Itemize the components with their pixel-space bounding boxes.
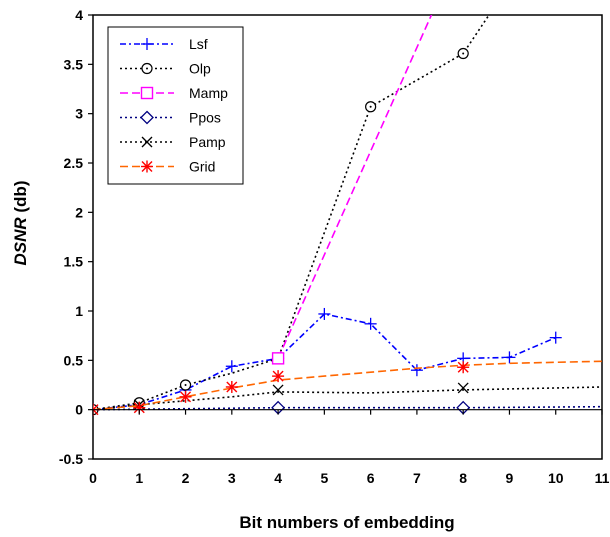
x-tick-label: 3	[228, 470, 236, 486]
legend-marker-olp-dot	[146, 67, 148, 70]
legend-marker-ppos	[140, 110, 154, 125]
legend-marker-lsf	[141, 38, 153, 50]
y-tick-label: 4	[75, 7, 83, 23]
marker-olp	[457, 47, 469, 60]
x-tick-label: 1	[135, 470, 143, 486]
x-tick-label: 9	[506, 470, 514, 486]
x-tick-label: 4	[274, 470, 282, 486]
y-tick-label: 0	[75, 402, 83, 418]
marker-pamp-b	[457, 382, 469, 394]
legend-marker-mamp-box	[140, 86, 154, 100]
legend-label-ppos: Ppos	[189, 110, 221, 126]
series-line-pamp	[93, 386, 602, 411]
y-axis-title: DSNR (db)	[11, 181, 30, 266]
series-line-grid	[93, 360, 602, 411]
legend-item-ppos: Ppos	[120, 110, 221, 126]
legend-marker-grid	[141, 160, 153, 173]
marker-grid	[225, 380, 238, 393]
legend-marker-ppos-shape	[140, 110, 154, 125]
marker-grid-b	[93, 404, 99, 411]
series-line-lsf	[93, 313, 557, 411]
axes: 0 1 2 3 4 5 6 7 8 9 10 11 -0.5 0 0.5 1 1.5 2 2.5 3 3.5 4	[59, 7, 610, 486]
series-mamp	[271, 15, 433, 365]
marker-olp	[365, 101, 377, 113]
marker-mamp-box	[271, 352, 285, 365]
series-layer	[93, 15, 602, 416]
legend-marker-pamp-b	[141, 136, 153, 148]
marker-lsf	[364, 317, 377, 330]
y-axis-title-unit: (db)	[11, 181, 30, 218]
legend-item-grid: Grid	[120, 159, 215, 175]
legend-item-pamp: Pamp	[120, 134, 226, 150]
legend-item-mamp: Mamp	[120, 85, 228, 101]
marker-grid	[272, 370, 285, 383]
legend-label-pamp: Pamp	[189, 134, 226, 150]
marker-grid	[179, 390, 192, 403]
x-tick-label: 2	[182, 470, 190, 486]
marker-olp-dot	[184, 384, 187, 386]
x-axis-title: Bit numbers of embedding	[239, 513, 454, 532]
marker-olp-dot	[369, 105, 372, 108]
marker-olp	[179, 379, 192, 391]
x-tick-label: 6	[367, 470, 375, 486]
y-tick-label: 1.5	[64, 254, 84, 270]
legend-marker-grid-b	[141, 161, 153, 172]
y-tick-label: 0.5	[64, 352, 84, 368]
x-tick-label: 10	[548, 470, 564, 486]
legend-marker-mamp	[140, 86, 154, 100]
y-tick-label: -0.5	[59, 451, 83, 467]
marker-lsf	[225, 360, 238, 373]
marker-pamp	[272, 384, 284, 396]
x-tick-label: 0	[89, 470, 97, 486]
marker-grid-b	[133, 402, 145, 414]
marker-grid	[457, 361, 470, 374]
legend-label-mamp: Mamp	[189, 85, 228, 101]
marker-olp-dot	[462, 52, 465, 55]
legend-item-lsf: Lsf	[120, 36, 208, 52]
legend-marker-olp	[141, 62, 153, 75]
legend-box	[107, 26, 244, 185]
marker-lsf	[503, 351, 516, 364]
legend-label-lsf: Lsf	[189, 36, 208, 52]
legend: Lsf Olp Mamp Ppos Pamp Grid	[107, 26, 244, 185]
x-tick-label: 7	[413, 470, 421, 486]
marker-lsf	[410, 364, 423, 377]
marker-grid	[133, 401, 146, 414]
x-tick-label: 8	[459, 470, 467, 486]
marker-grid-a	[93, 408, 99, 416]
legend-label-grid: Grid	[189, 159, 215, 175]
marker-lsf	[549, 331, 562, 344]
marker-grid-b	[180, 391, 192, 403]
series-grid	[93, 360, 602, 416]
x-tick-label: 11	[595, 470, 610, 486]
marker-grid-b	[272, 370, 284, 382]
series-line-ppos	[93, 405, 602, 411]
y-tick-label: 2	[75, 204, 83, 220]
marker-pamp-b	[272, 384, 284, 396]
y-tick-label: 3	[75, 106, 83, 122]
y-axis-title-main: DSNR	[11, 217, 30, 266]
legend-label-olp: Olp	[189, 61, 211, 77]
y-tick-label: 2.5	[64, 155, 84, 171]
marker-pamp	[457, 382, 469, 394]
series-line-mamp	[277, 15, 433, 359]
series-line-olp	[93, 15, 490, 411]
marker-mamp	[271, 352, 285, 365]
x-tick-label: 5	[320, 470, 328, 486]
y-tick-label: 3.5	[64, 56, 84, 72]
legend-item-olp: Olp	[120, 61, 211, 77]
marker-lsf	[318, 307, 331, 320]
legend-marker-pamp	[141, 136, 153, 148]
marker-grid-b	[457, 361, 469, 373]
y-tick-label: 1	[75, 303, 83, 319]
marker-grid-b	[226, 381, 238, 393]
